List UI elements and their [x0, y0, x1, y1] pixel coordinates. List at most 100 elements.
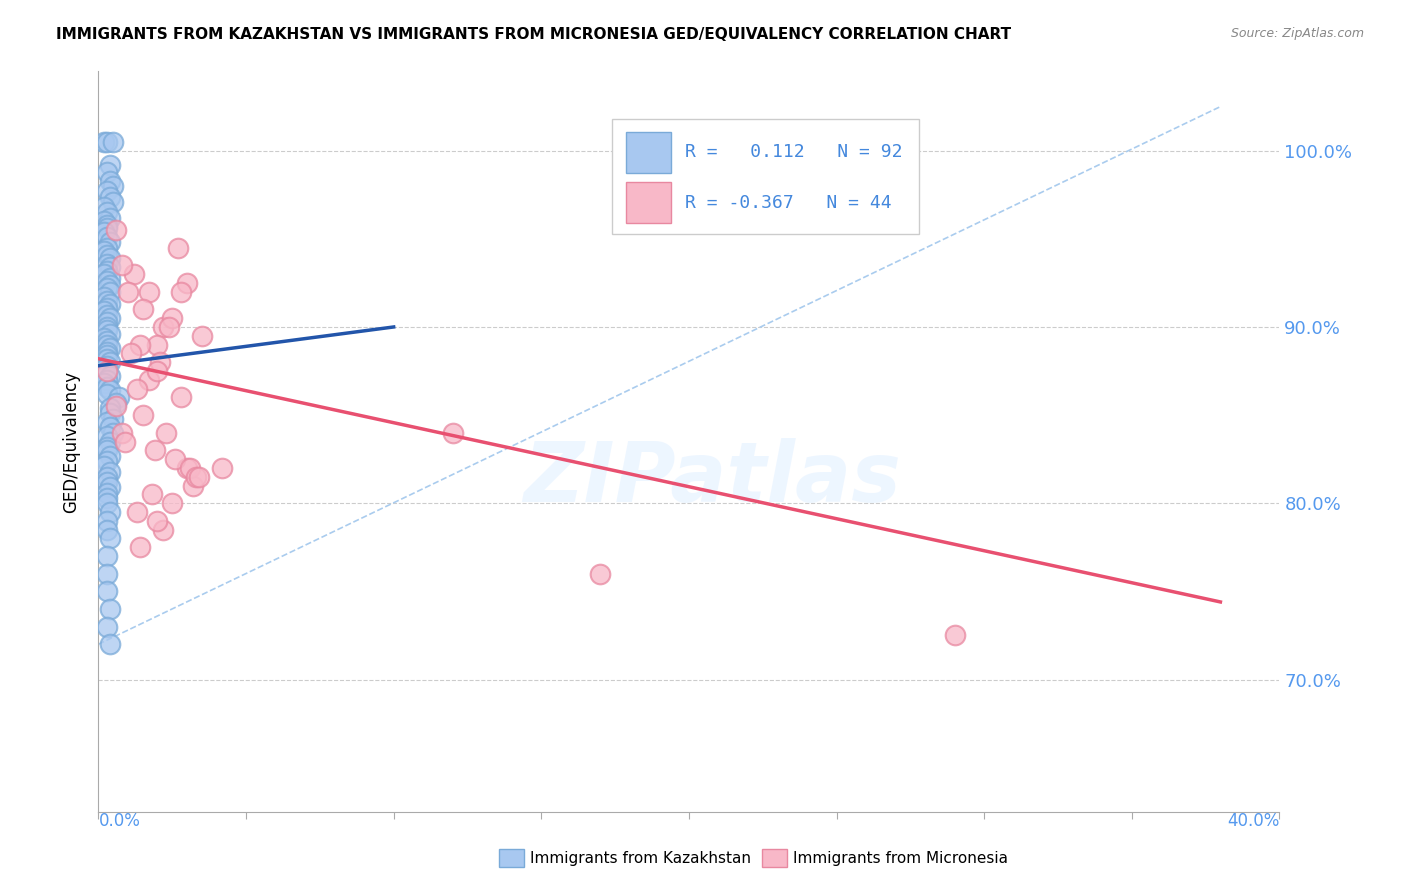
Point — [103, 425, 125, 440]
Point — [103, 178, 125, 193]
Point — [96, 334, 118, 348]
Point — [162, 311, 183, 326]
Point — [138, 285, 160, 299]
Point — [96, 135, 118, 149]
Point — [96, 373, 118, 387]
Point — [96, 440, 118, 454]
Text: R =   0.112   N = 92: R = 0.112 N = 92 — [685, 144, 903, 161]
Point — [146, 514, 169, 528]
Point — [162, 496, 183, 510]
Point — [108, 391, 131, 405]
Point — [146, 337, 169, 351]
Point — [98, 211, 121, 225]
Point — [179, 461, 201, 475]
Point — [98, 260, 121, 274]
Point — [96, 523, 118, 537]
Point — [93, 330, 115, 344]
Point — [114, 434, 136, 449]
Y-axis label: GED/Equivalency: GED/Equivalency — [62, 370, 80, 513]
Point — [93, 135, 115, 149]
Point — [96, 230, 118, 244]
Point — [98, 341, 121, 355]
Point — [98, 158, 121, 172]
Point — [187, 470, 209, 484]
FancyBboxPatch shape — [626, 132, 671, 173]
Point — [155, 425, 177, 440]
Point — [184, 470, 207, 484]
Text: 0.0%: 0.0% — [98, 812, 141, 830]
Point — [98, 384, 121, 398]
Point — [93, 290, 115, 304]
Point — [96, 491, 118, 505]
Point — [120, 346, 142, 360]
Point — [125, 382, 148, 396]
Point — [441, 425, 464, 440]
Point — [138, 373, 160, 387]
Point — [157, 320, 180, 334]
Point — [98, 311, 121, 326]
Point — [96, 248, 118, 262]
Point — [176, 461, 198, 475]
Point — [111, 425, 134, 440]
Point — [96, 514, 118, 528]
Point — [96, 351, 118, 366]
Point — [98, 235, 121, 250]
Point — [96, 496, 118, 510]
Point — [98, 420, 121, 434]
Point — [152, 523, 174, 537]
Point — [98, 480, 121, 494]
Point — [149, 355, 172, 369]
Point — [96, 359, 118, 373]
Point — [943, 628, 966, 642]
Point — [105, 396, 128, 410]
Point — [96, 337, 118, 351]
Point — [98, 297, 121, 311]
Point — [96, 549, 118, 563]
Point — [98, 434, 121, 449]
Text: Immigrants from Micronesia: Immigrants from Micronesia — [793, 851, 1008, 865]
Point — [98, 406, 121, 420]
Point — [96, 301, 118, 315]
Point — [98, 637, 121, 651]
Point — [96, 348, 118, 362]
Point — [96, 184, 118, 198]
Point — [96, 281, 118, 295]
Point — [93, 214, 115, 228]
Point — [98, 285, 121, 299]
Text: IMMIGRANTS FROM KAZAKHSTAN VS IMMIGRANTS FROM MICRONESIA GED/EQUIVALENCY CORRELA: IMMIGRANTS FROM KAZAKHSTAN VS IMMIGRANTS… — [56, 27, 1011, 42]
Point — [128, 337, 150, 351]
Point — [93, 267, 115, 281]
Point — [96, 315, 118, 329]
Point — [96, 429, 118, 443]
Text: 40.0%: 40.0% — [1227, 812, 1279, 830]
Point — [170, 391, 193, 405]
Point — [96, 165, 118, 179]
Point — [98, 465, 121, 479]
Point — [93, 376, 115, 391]
Point — [122, 267, 145, 281]
Point — [96, 308, 118, 322]
Text: Source: ZipAtlas.com: Source: ZipAtlas.com — [1230, 27, 1364, 40]
Point — [96, 475, 118, 489]
Point — [103, 135, 125, 149]
Point — [96, 454, 118, 468]
Point — [117, 285, 139, 299]
Point — [98, 270, 121, 285]
Text: R = -0.367   N = 44: R = -0.367 N = 44 — [685, 194, 891, 211]
Point — [98, 505, 121, 519]
Point — [105, 399, 128, 413]
Point — [98, 355, 121, 369]
FancyBboxPatch shape — [612, 120, 920, 235]
Point — [96, 366, 118, 380]
Point — [96, 470, 118, 484]
Text: ZIPatlas: ZIPatlas — [523, 438, 901, 519]
Point — [96, 566, 118, 581]
Point — [181, 478, 204, 492]
Point — [211, 461, 233, 475]
Point — [96, 221, 118, 235]
Point — [103, 411, 125, 425]
Point — [141, 487, 163, 501]
Point — [146, 364, 169, 378]
Point — [96, 320, 118, 334]
Point — [98, 602, 121, 616]
